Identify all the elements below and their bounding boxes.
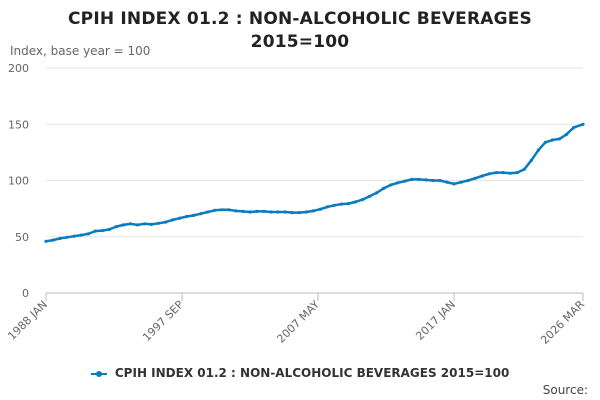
data-point xyxy=(135,223,139,227)
data-point xyxy=(121,223,125,227)
data-point xyxy=(142,222,147,226)
data-point xyxy=(107,227,111,231)
y-tick-label: 0 xyxy=(22,287,29,300)
data-point xyxy=(199,212,203,216)
data-point xyxy=(339,202,343,206)
data-point xyxy=(304,210,308,214)
data-point xyxy=(128,222,132,226)
data-point xyxy=(445,180,449,184)
data-point xyxy=(227,208,231,212)
data-point xyxy=(360,198,365,202)
legend-series-marker xyxy=(90,369,107,379)
y-tick-label: 150 xyxy=(8,118,29,131)
data-point xyxy=(311,209,315,213)
data-point xyxy=(164,220,168,224)
x-tick-label: 2026 MAR xyxy=(538,298,587,347)
data-point xyxy=(156,221,161,225)
data-point xyxy=(572,126,576,130)
data-point xyxy=(403,179,407,183)
data-point xyxy=(79,233,83,237)
data-point xyxy=(375,191,379,195)
data-point xyxy=(557,137,562,141)
data-point xyxy=(86,232,90,236)
x-tick-label: 2017 JAN xyxy=(413,298,458,343)
data-point xyxy=(114,225,118,229)
data-point xyxy=(564,132,569,136)
data-point xyxy=(529,158,534,162)
data-point xyxy=(51,238,55,242)
data-point xyxy=(241,209,245,213)
data-point xyxy=(410,177,414,181)
data-point xyxy=(262,209,266,213)
chart-title: CPIH INDEX 01.2 : NON-ALCOHOLIC BEVERAGE… xyxy=(0,8,600,54)
data-point xyxy=(480,174,484,178)
data-point xyxy=(255,209,259,213)
data-point xyxy=(543,140,548,144)
data-point xyxy=(550,138,555,142)
data-point xyxy=(234,209,238,213)
data-point xyxy=(515,171,519,175)
data-point xyxy=(522,167,526,171)
data-point xyxy=(276,210,280,214)
data-point xyxy=(508,171,512,175)
series-line xyxy=(44,123,585,243)
data-point xyxy=(171,218,175,222)
data-point xyxy=(346,202,351,206)
data-point xyxy=(100,229,104,233)
data-point xyxy=(396,181,400,185)
data-point xyxy=(93,229,97,233)
source-label: Source: xyxy=(542,383,588,397)
data-point xyxy=(248,210,252,214)
data-point xyxy=(318,207,322,211)
data-point xyxy=(382,186,386,190)
data-point xyxy=(424,178,428,182)
data-point xyxy=(353,200,358,204)
data-point xyxy=(487,172,491,176)
legend[interactable]: CPIH INDEX 01.2 : NON-ALCOHOLIC BEVERAGE… xyxy=(0,366,600,380)
data-point xyxy=(431,178,435,183)
data-point xyxy=(438,178,442,183)
data-point xyxy=(65,235,69,239)
y-axis-subtitle: Index, base year = 100 xyxy=(10,44,151,58)
data-point xyxy=(466,178,470,183)
x-tick-label: 2007 MAY xyxy=(274,298,322,346)
data-point xyxy=(283,210,287,214)
data-point xyxy=(417,177,421,181)
data-point xyxy=(213,208,217,212)
x-tick-label: 1988 JAN xyxy=(5,298,50,343)
data-point xyxy=(473,176,477,180)
data-point xyxy=(501,171,505,175)
data-point xyxy=(44,239,48,243)
data-point xyxy=(192,213,196,217)
data-point xyxy=(290,211,294,215)
data-point xyxy=(72,234,76,238)
legend-series-label: CPIH INDEX 01.2 : NON-ALCOHOLIC BEVERAGE… xyxy=(114,366,510,380)
chart-title-line-1: CPIH INDEX 01.2 : NON-ALCOHOLIC BEVERAGE… xyxy=(68,9,532,29)
y-tick-label: 200 xyxy=(8,62,29,75)
data-point xyxy=(297,211,301,215)
data-point xyxy=(368,194,372,198)
y-tick-label: 100 xyxy=(8,175,29,188)
data-point xyxy=(58,236,62,240)
data-point xyxy=(206,210,210,214)
data-point xyxy=(149,222,154,226)
data-point xyxy=(185,214,189,219)
x-tick-label: 1997 SEP xyxy=(140,298,186,344)
data-point xyxy=(269,210,273,214)
chart-title-line-2: 2015=100 xyxy=(250,32,350,52)
data-point xyxy=(536,148,541,152)
data-point xyxy=(459,180,463,184)
data-point xyxy=(581,122,585,126)
y-tick-label: 50 xyxy=(15,231,29,244)
data-point xyxy=(178,216,182,220)
data-point xyxy=(452,182,456,186)
data-point xyxy=(220,208,224,212)
data-point xyxy=(325,205,329,209)
data-point xyxy=(389,183,393,187)
data-point xyxy=(332,203,336,207)
data-point xyxy=(494,171,498,175)
